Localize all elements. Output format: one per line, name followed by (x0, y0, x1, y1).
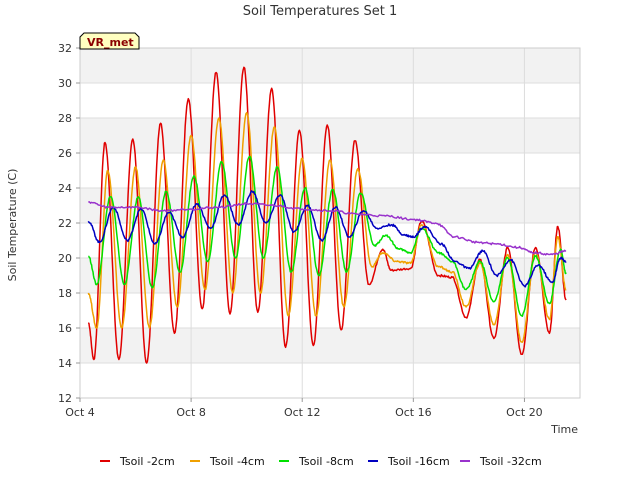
y-tick-label: 12 (58, 392, 72, 405)
y-tick-label: 28 (58, 112, 72, 125)
chart-title: Soil Temperatures Set 1 (243, 4, 398, 19)
plot-band (80, 153, 580, 188)
x-tick-label: Oct 20 (506, 406, 543, 419)
series-line-tsoil-4cm (87, 111, 567, 343)
x-tick-label: Oct 12 (284, 406, 321, 419)
x-axis: Oct 4 Oct 8 Oct 12 Oct 16 Oct 20 (65, 398, 543, 419)
plot-band (80, 223, 580, 258)
y-tick-label: 18 (58, 287, 72, 300)
legend-label: Tsoil -2cm (119, 455, 175, 468)
y-tick-label: 32 (58, 42, 72, 55)
x-tick-label: Oct 16 (395, 406, 432, 419)
x-tick-label: Oct 8 (176, 406, 206, 419)
y-tick-label: 26 (58, 147, 72, 160)
series-line-tsoil-32cm (88, 201, 567, 256)
vr-met-badge: VR_met (79, 32, 140, 50)
legend-label: Tsoil -8cm (298, 455, 354, 468)
y-tick-label: 24 (58, 182, 72, 195)
plot-band (80, 83, 580, 118)
plot-band (80, 293, 580, 328)
y-tick-label: 30 (58, 77, 72, 90)
plot-band (80, 363, 580, 398)
x-axis-label: Time (550, 423, 578, 436)
y-tick-label: 22 (58, 217, 72, 230)
y-tick-label: 20 (58, 252, 72, 265)
x-tick-label: Oct 4 (65, 406, 95, 419)
y-axis: 12 14 16 18 20 22 24 26 28 30 32 (58, 42, 80, 405)
y-axis-label: Soil Temperature (C) (6, 169, 19, 282)
series-line-tsoil-16cm (87, 190, 567, 288)
series-line-tsoil-8cm (88, 155, 567, 317)
y-tick-label: 14 (58, 357, 72, 370)
y-tick-label: 16 (58, 322, 72, 335)
legend: Tsoil -2cm Tsoil -4cm Tsoil -8cm Tsoil -16c… (100, 455, 542, 468)
series-lines (87, 66, 567, 364)
legend-label: Tsoil -4cm (209, 455, 265, 468)
legend-label: Tsoil -16cm (387, 455, 450, 468)
badge-label: VR_met (87, 36, 134, 49)
plot-band (80, 328, 580, 363)
series-line-tsoil-2cm (87, 66, 567, 364)
plot-band (80, 48, 580, 83)
legend-label: Tsoil -32cm (479, 455, 542, 468)
